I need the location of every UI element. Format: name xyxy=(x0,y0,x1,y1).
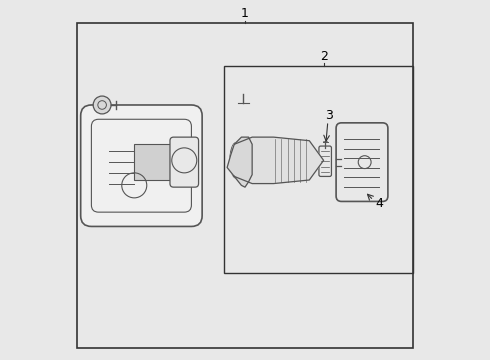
Circle shape xyxy=(93,96,111,114)
Text: 4: 4 xyxy=(375,197,383,210)
Text: 2: 2 xyxy=(319,50,327,63)
Bar xyxy=(134,144,170,180)
FancyBboxPatch shape xyxy=(319,146,331,176)
Polygon shape xyxy=(227,137,252,187)
FancyBboxPatch shape xyxy=(170,137,198,187)
FancyBboxPatch shape xyxy=(336,123,388,202)
Polygon shape xyxy=(234,137,323,184)
FancyBboxPatch shape xyxy=(81,105,202,226)
Text: 3: 3 xyxy=(325,109,333,122)
Text: 1: 1 xyxy=(241,8,249,21)
